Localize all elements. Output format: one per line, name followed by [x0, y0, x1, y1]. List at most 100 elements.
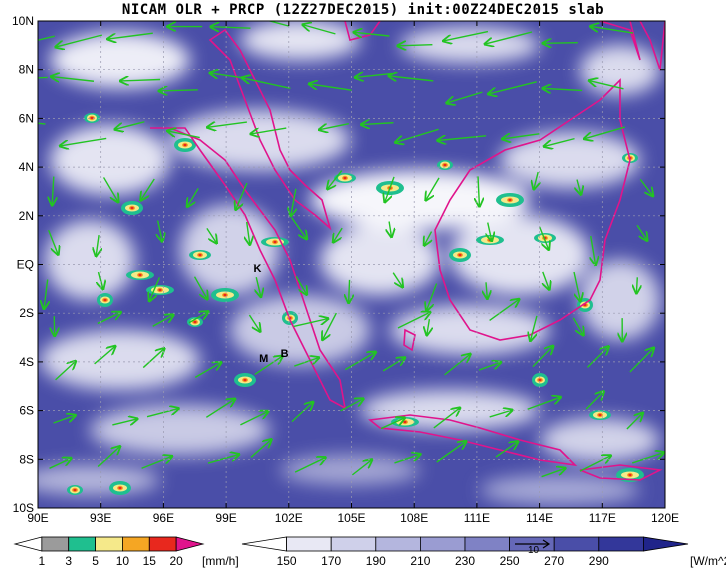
wind-vector [444, 354, 471, 376]
wind-vector [250, 440, 271, 458]
wind-vector [532, 346, 553, 368]
wind-vector [591, 235, 596, 265]
wind-vector [48, 229, 59, 254]
wind-vector [112, 419, 137, 425]
wind-vector [427, 319, 430, 335]
wind-vector [398, 45, 433, 46]
olr-colorbar-label: 290 [589, 554, 609, 568]
wind-vector [60, 137, 107, 146]
station-label: K [253, 263, 261, 275]
wind-vector [44, 279, 48, 308]
wind-vector [486, 282, 487, 298]
wind-vector [242, 78, 291, 90]
wind-vector [327, 170, 343, 189]
wind-vector [389, 221, 391, 236]
wind-vector [397, 312, 430, 329]
wind-vector [585, 392, 603, 410]
wind-vector [632, 453, 664, 464]
wind-vector [485, 31, 533, 44]
lon-label: 114E [526, 511, 553, 525]
wind-vector [205, 399, 235, 418]
wind-vector [543, 271, 549, 290]
wind-vector [207, 455, 239, 464]
olr-field [38, 21, 665, 508]
precip-colorbar-label: 3 [65, 554, 72, 568]
lon-label: 99E [215, 511, 236, 525]
precip-unit-label: [mm/h] [202, 554, 239, 568]
wind-vector [591, 26, 634, 34]
wind-vector [291, 217, 307, 239]
wind-vector [351, 460, 371, 476]
wind-vector [424, 231, 431, 246]
lon-label: 105E [337, 511, 365, 525]
wind-vector [267, 21, 289, 27]
wind-vector [433, 408, 460, 429]
wind-vector [248, 314, 260, 331]
wind-vector [503, 134, 540, 139]
wind-vector [489, 299, 519, 321]
olr-colorbar-label: 190 [366, 554, 386, 568]
wind-vector [97, 447, 120, 467]
olr-colorbar-label: 170 [321, 554, 341, 568]
wind-vector [99, 271, 103, 289]
wind-vector [96, 235, 99, 256]
wind-vector [572, 317, 583, 335]
wind-vector [52, 176, 54, 206]
olr-colorbar-label: 250 [500, 554, 520, 568]
wind-vector [294, 458, 325, 473]
wind-vector [38, 35, 55, 41]
lat-label: 2S [19, 306, 34, 320]
lon-label: 120E [651, 511, 679, 525]
wind-vector [55, 361, 76, 381]
wind-vector [97, 312, 121, 325]
wind-vector [207, 122, 247, 127]
wind-vector [158, 220, 163, 242]
wind-vector [577, 179, 581, 195]
wind-vector [589, 81, 624, 90]
wind-vector [291, 188, 296, 216]
wind-vector [115, 121, 145, 130]
wind-vector [380, 418, 404, 430]
wind-vector [211, 27, 251, 28]
olr-colorbar-label: 150 [277, 554, 297, 568]
precip-colorbar-label: 15 [143, 554, 157, 568]
wind-vector [247, 221, 250, 244]
map-title: NICAM OLR + PRCP (12Z27DEC2015) init:00Z… [121, 2, 605, 18]
lon-label: 108E [400, 511, 428, 525]
olr-colorbar-label: 230 [455, 554, 475, 568]
wind-vector [489, 410, 512, 418]
wind-vector [629, 348, 654, 373]
lat-label: 8N [19, 63, 34, 77]
wind-vector [187, 187, 199, 206]
wind-vector [438, 136, 487, 141]
wind-vector [534, 171, 538, 189]
lon-label: 117E [589, 511, 616, 525]
wind-vector [51, 77, 95, 82]
wind-vector [478, 176, 479, 206]
wind-vector [349, 279, 350, 303]
wind-vector [543, 88, 583, 90]
lat-label: 10S [13, 501, 34, 515]
lon-label: 90E [27, 511, 48, 525]
wind-vector [478, 362, 501, 371]
wind-vector [636, 277, 637, 293]
precip-colorbar-label: 10 [116, 554, 130, 568]
wind-vector [389, 76, 434, 81]
precip-colorbar: 1 3 5 10 15 20 [13, 536, 205, 568]
wind-vector [141, 456, 172, 469]
wind-vector [527, 397, 561, 410]
wind-vector [436, 441, 466, 463]
wind-vector [293, 319, 328, 328]
wind-vector [206, 227, 217, 243]
wind-vector [636, 224, 647, 240]
wind-vector [355, 73, 393, 77]
station-label: M [259, 353, 268, 365]
lat-label: 2N [19, 209, 34, 223]
wind-vector [538, 226, 549, 250]
wind-vector [168, 131, 200, 139]
precip-colorbar-label: 20 [169, 554, 183, 568]
wind-vector [254, 356, 283, 376]
wind-vector [152, 315, 173, 327]
